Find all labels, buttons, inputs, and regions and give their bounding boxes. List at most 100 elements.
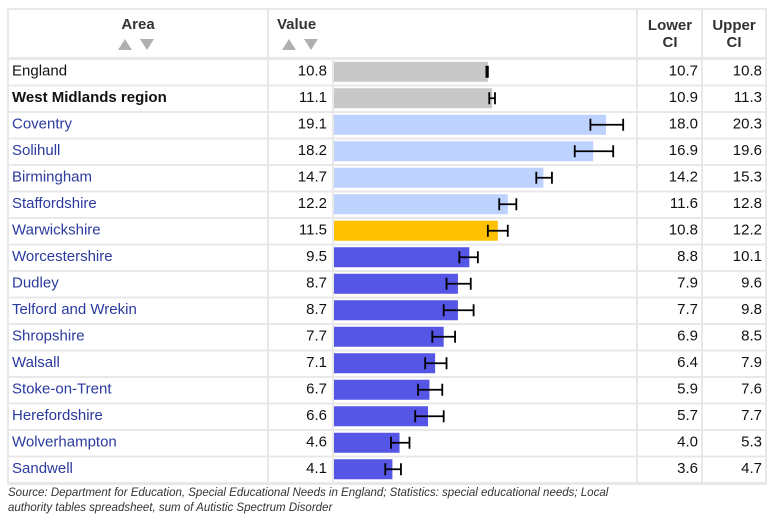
value-header[interactable]: Value bbox=[277, 16, 316, 33]
cell bbox=[638, 325, 701, 350]
upper-ci-label: 8.5 bbox=[741, 328, 762, 345]
cell bbox=[638, 139, 701, 164]
upper-ci-label: 10.1 bbox=[733, 248, 762, 265]
value-label: 9.5 bbox=[306, 248, 327, 265]
cell bbox=[703, 86, 765, 111]
area-name: England bbox=[12, 63, 67, 80]
area-name[interactable]: Staffordshire bbox=[12, 195, 97, 212]
upper-ci-header: Upper CI bbox=[712, 17, 756, 51]
cell bbox=[269, 325, 332, 350]
area-name[interactable]: Telford and Wrekin bbox=[12, 301, 137, 318]
cell bbox=[9, 325, 267, 350]
upper-ci-label: 20.3 bbox=[733, 116, 762, 133]
sort-arrows[interactable] bbox=[282, 39, 318, 50]
value-label: 7.1 bbox=[306, 354, 327, 371]
bar bbox=[334, 353, 436, 374]
bar bbox=[334, 114, 607, 135]
cell bbox=[9, 457, 267, 482]
bar bbox=[334, 459, 393, 480]
value-label: 18.2 bbox=[298, 142, 327, 159]
cell bbox=[269, 378, 332, 403]
bar bbox=[334, 247, 470, 268]
cell bbox=[638, 298, 701, 323]
lower-ci-label: 10.8 bbox=[669, 222, 698, 239]
cell bbox=[638, 378, 701, 403]
cell bbox=[269, 139, 332, 164]
area-name[interactable]: Herefordshire bbox=[12, 407, 103, 424]
cell bbox=[703, 245, 765, 270]
area-name[interactable]: Walsall bbox=[12, 354, 60, 371]
error-bar bbox=[424, 357, 448, 370]
area-name[interactable]: Wolverhampton bbox=[12, 434, 117, 451]
cell bbox=[638, 86, 701, 111]
cell bbox=[269, 351, 332, 376]
area-name[interactable]: Coventry bbox=[12, 116, 73, 133]
area-name[interactable]: Stoke-on-Trent bbox=[12, 381, 112, 398]
lower-ci-label: 7.9 bbox=[677, 275, 698, 292]
value-label: 14.7 bbox=[298, 169, 327, 186]
error-bar bbox=[445, 277, 472, 290]
bar bbox=[334, 406, 429, 427]
area-name[interactable]: Dudley bbox=[12, 275, 59, 292]
cell bbox=[269, 431, 332, 456]
area-name[interactable]: Birmingham bbox=[12, 169, 92, 186]
cell bbox=[703, 298, 765, 323]
header-cell bbox=[269, 10, 636, 57]
area-name[interactable]: Sandwell bbox=[12, 460, 73, 477]
lower-ci-label: 6.4 bbox=[677, 354, 698, 371]
source-note: Source: Department for Education, Specia… bbox=[8, 487, 609, 499]
value-label: 7.7 bbox=[306, 328, 327, 345]
area-name[interactable]: Worcestershire bbox=[12, 248, 113, 265]
bar bbox=[334, 300, 458, 321]
bar bbox=[334, 379, 430, 400]
area-name[interactable]: Shropshire bbox=[12, 328, 85, 345]
error-bar bbox=[486, 224, 509, 237]
cell bbox=[9, 139, 267, 164]
value-label: 6.7 bbox=[306, 381, 327, 398]
sort-arrows[interactable] bbox=[118, 39, 154, 50]
lower-ci-label: 3.6 bbox=[677, 460, 698, 477]
value-label: 8.7 bbox=[306, 275, 327, 292]
value-label: 12.2 bbox=[298, 195, 327, 212]
cell bbox=[9, 113, 267, 138]
cell bbox=[703, 404, 765, 429]
cell bbox=[703, 272, 765, 297]
error-bar bbox=[431, 330, 456, 343]
area-header[interactable]: Area bbox=[121, 16, 155, 33]
area-name[interactable]: Solihull bbox=[12, 142, 60, 159]
cell bbox=[638, 166, 701, 191]
lower-ci-label: 8.8 bbox=[677, 248, 698, 265]
cell bbox=[638, 404, 701, 429]
lower-ci-label: 6.9 bbox=[677, 328, 698, 345]
cell bbox=[9, 404, 267, 429]
error-bar bbox=[442, 304, 475, 317]
cell bbox=[269, 245, 332, 270]
error-bar bbox=[485, 65, 489, 78]
header-cell bbox=[9, 10, 267, 57]
cell bbox=[269, 219, 332, 244]
cell bbox=[269, 192, 332, 217]
cell bbox=[269, 298, 332, 323]
upper-ci-label: 12.8 bbox=[733, 195, 762, 212]
cell bbox=[703, 457, 765, 482]
bar bbox=[334, 88, 493, 109]
cell bbox=[703, 378, 765, 403]
cell bbox=[703, 192, 765, 217]
header-cell bbox=[703, 10, 765, 57]
upper-ci-label: 19.6 bbox=[733, 142, 762, 159]
upper-ci-label: 7.7 bbox=[741, 407, 762, 424]
upper-ci-label: 4.7 bbox=[741, 460, 762, 477]
bar bbox=[334, 61, 488, 82]
value-label: 10.8 bbox=[298, 63, 327, 80]
upper-ci-label: 7.6 bbox=[741, 381, 762, 398]
cell bbox=[269, 86, 332, 111]
bar bbox=[334, 220, 498, 241]
value-label: 11.1 bbox=[299, 89, 327, 106]
cell bbox=[703, 219, 765, 244]
lower-ci-label: 16.9 bbox=[669, 142, 698, 159]
lower-ci-header: Lower CI bbox=[648, 17, 692, 51]
cell bbox=[269, 457, 332, 482]
cell bbox=[269, 166, 332, 191]
area-name[interactable]: Warwickshire bbox=[12, 222, 101, 239]
